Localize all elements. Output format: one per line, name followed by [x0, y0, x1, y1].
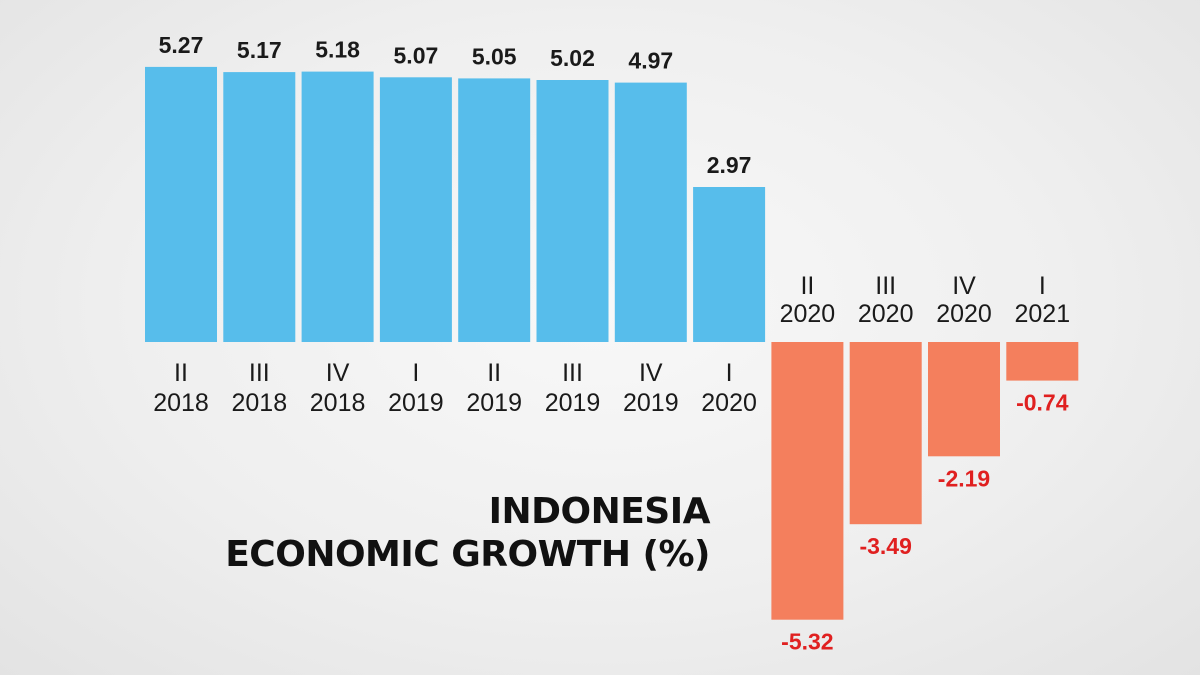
category-quarter-label-2: III [249, 359, 270, 387]
category-quarter-label-9: II [800, 272, 814, 300]
data-label-6: 5.02 [550, 45, 595, 71]
data-label-3: 5.18 [315, 37, 360, 63]
category-year-label-11: 2020 [936, 300, 992, 328]
data-label-4: 5.07 [394, 42, 439, 68]
category-quarter-label-12: I [1039, 272, 1046, 300]
category-year-label-9: 2020 [780, 300, 836, 328]
bar-12 [1006, 342, 1079, 381]
data-label-5: 5.05 [472, 43, 517, 69]
bar-9 [771, 342, 844, 620]
category-year-label-7: 2019 [623, 389, 679, 417]
category-quarter-label-7: IV [639, 359, 663, 387]
data-label-2: 5.17 [237, 37, 282, 63]
category-year-label-8: 2020 [701, 389, 757, 417]
chart-title: INDONESIA ECONOMIC GROWTH (%) [225, 490, 710, 576]
data-label-10: -3.49 [859, 533, 911, 559]
bar-1 [145, 66, 217, 343]
chart-title-line-1: INDONESIA [488, 491, 711, 532]
bar-4 [379, 77, 452, 343]
bar-6 [536, 80, 609, 342]
category-year-label-12: 2021 [1014, 300, 1070, 328]
category-quarter-label-8: I [726, 359, 733, 387]
chart-title-line-2: ECONOMIC GROWTH (%) [225, 534, 710, 575]
category-year-label-3: 2018 [310, 389, 366, 417]
data-label-12: -0.74 [1016, 390, 1069, 416]
data-label-11: -2.19 [938, 465, 990, 491]
bar-7 [614, 82, 687, 342]
category-year-label-5: 2019 [466, 389, 522, 417]
bar-8 [693, 187, 766, 342]
category-quarter-label-6: III [562, 359, 583, 387]
category-quarter-label-3: IV [326, 359, 350, 387]
bar-10 [849, 342, 922, 525]
category-year-label-6: 2019 [545, 389, 601, 417]
bar-11 [928, 342, 1000, 457]
data-label-9: -5.32 [781, 629, 833, 655]
category-year-label-2: 2018 [231, 389, 287, 417]
category-quarter-label-5: II [487, 359, 501, 387]
data-label-8: 2.97 [707, 152, 752, 178]
category-year-label-4: 2019 [388, 389, 444, 417]
category-year-label-10: 2020 [858, 300, 914, 328]
category-quarter-label-10: III [875, 272, 896, 300]
data-label-1: 5.27 [159, 32, 204, 58]
bar-3 [301, 71, 374, 342]
category-quarter-label-11: IV [952, 272, 976, 300]
category-quarter-label-1: II [174, 359, 188, 387]
data-label-7: 4.97 [628, 48, 673, 74]
category-quarter-label-4: I [412, 359, 419, 387]
bar-5 [458, 78, 531, 343]
bar-2 [223, 72, 296, 342]
category-year-label-1: 2018 [153, 389, 209, 417]
